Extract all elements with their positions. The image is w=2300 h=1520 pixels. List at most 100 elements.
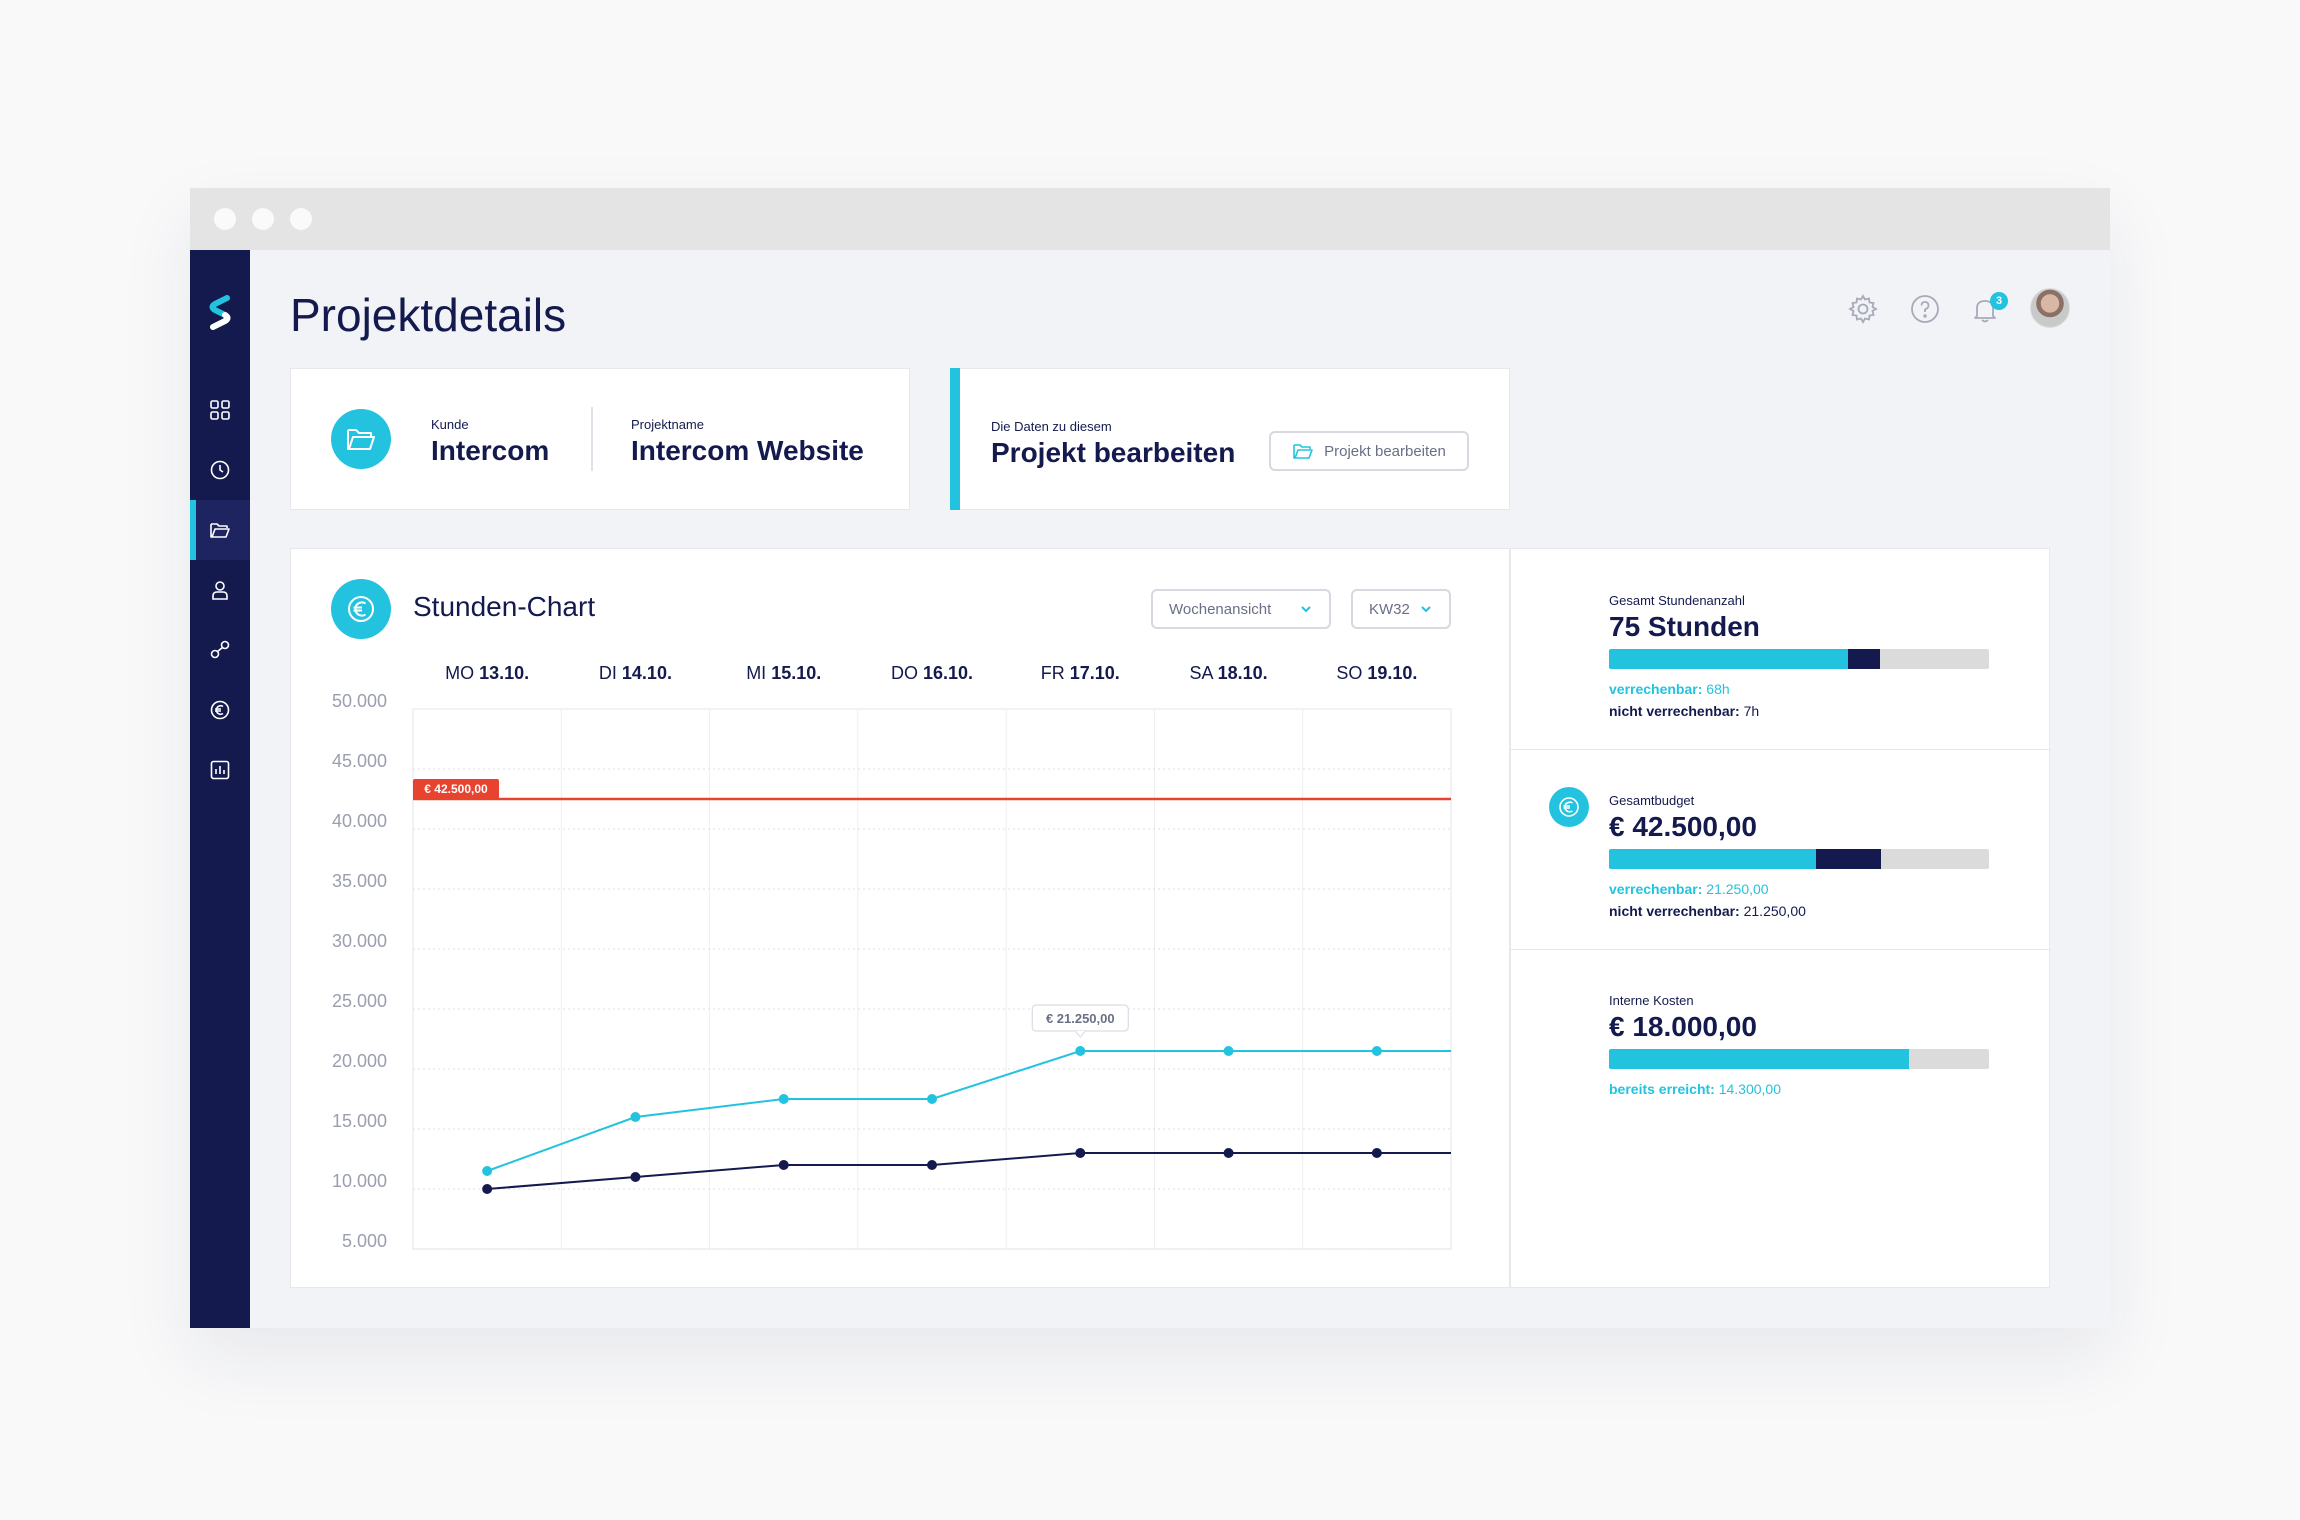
costs-reached-value: 14.300,00 <box>1718 1081 1782 1097</box>
day-date: 17.10. <box>1070 663 1120 683</box>
budget-total-value: € 42.500,00 <box>1609 811 1757 842</box>
folder-open-icon <box>347 429 375 450</box>
y-tick-label: 5.000 <box>342 1231 387 1251</box>
budget-billable-legend: verrechenbar: 21.250,00 <box>1609 881 1769 897</box>
costs-total-label: Interne Kosten <box>1609 993 1694 1008</box>
chevron-down-icon <box>1301 606 1311 613</box>
hours-nonbillable-key: nicht verrechenbar: <box>1609 703 1740 719</box>
view-select-value: Wochenansicht <box>1169 600 1272 618</box>
series-line <box>486 1050 1451 1172</box>
stats-divider <box>1511 749 2051 750</box>
sidebar-item-dashboard[interactable] <box>190 380 250 440</box>
clock-icon <box>210 460 230 480</box>
data-point <box>778 1094 789 1104</box>
budget-billable-value: 21.250,00 <box>1706 881 1769 897</box>
y-tick-label: 30.000 <box>332 931 387 951</box>
day-name: MO <box>445 663 479 683</box>
costs-reached-fill <box>1609 1049 1910 1069</box>
data-point <box>927 1094 937 1104</box>
project-info-card: Kunde Intercom Projektname Intercom Webs… <box>290 368 910 510</box>
y-tick-label: 10.000 <box>332 1171 387 1191</box>
data-point <box>1371 1046 1382 1056</box>
hours-billable-legend: verrechenbar: 68h <box>1609 681 1730 697</box>
client-value: Intercom <box>431 435 550 466</box>
day-name: DI <box>599 663 622 683</box>
day-header-label: DO 16.10. <box>891 663 973 683</box>
costs-total-value: € 18.000,00 <box>1609 1011 1757 1042</box>
budget-progress-bar <box>1609 849 1989 869</box>
euro-icon <box>210 700 230 720</box>
y-tick-label: 15.000 <box>332 1111 387 1131</box>
day-header-label: MI 15.10. <box>746 663 821 683</box>
help-button[interactable] <box>1908 292 1942 326</box>
project-folder-badge <box>331 409 391 469</box>
sidebar-item-finance[interactable] <box>190 680 250 740</box>
window-close-dot[interactable] <box>214 208 236 230</box>
day-header-label: DI 14.10. <box>599 663 672 683</box>
sidebar-item-integrations[interactable] <box>190 620 250 680</box>
day-date: 18.10. <box>1218 663 1268 683</box>
gear-icon <box>1848 294 1878 324</box>
data-point <box>630 1172 641 1182</box>
settings-button[interactable] <box>1846 292 1880 326</box>
euro-icon <box>348 596 374 622</box>
day-header-label: FR 17.10. <box>1041 663 1120 683</box>
data-point <box>482 1166 493 1176</box>
hours-billable-value: 68h <box>1706 681 1730 697</box>
window-maximize-dot[interactable] <box>290 208 312 230</box>
help-icon <box>1911 295 1939 323</box>
folder-open-icon <box>210 523 230 538</box>
vertical-divider <box>591 407 593 471</box>
budget-line-tag <box>413 779 499 799</box>
data-point <box>1075 1046 1086 1056</box>
y-tick-label: 45.000 <box>332 751 387 771</box>
costs-reached-legend: bereits erreicht: 14.300,00 <box>1609 1081 1781 1097</box>
sidebar-item-time[interactable] <box>190 440 250 500</box>
week-select[interactable]: KW32 <box>1351 589 1451 629</box>
hours-nonbillable-legend: nicht verrechenbar: 7h <box>1609 703 1759 719</box>
bar-chart-icon <box>210 760 230 780</box>
y-tick-label: 25.000 <box>332 991 387 1011</box>
notification-badge: 3 <box>1990 292 2008 310</box>
app-logo-icon[interactable] <box>207 294 233 330</box>
plot-frame <box>412 708 1452 1250</box>
edit-project-button[interactable]: Projekt bearbeiten <box>1269 431 1469 471</box>
view-select[interactable]: Wochenansicht <box>1151 589 1331 629</box>
edit-card-title: Projekt bearbeiten <box>991 437 1236 468</box>
window-minimize-dot[interactable] <box>252 208 274 230</box>
euro-icon <box>1559 797 1579 817</box>
data-point <box>630 1112 641 1122</box>
hours-chart-card: Stunden-Chart Wochenansicht KW32 50.000 4… <box>290 548 1510 1288</box>
day-date: 19.10. <box>1367 663 1417 683</box>
hours-total-label: Gesamt Stundenanzahl <box>1609 593 1745 608</box>
edit-project-button-label: Projekt bearbeiten <box>1324 442 1446 460</box>
day-date: 15.10. <box>771 663 821 683</box>
budget-billable-key: verrechenbar: <box>1609 881 1703 897</box>
user-avatar[interactable] <box>2030 288 2070 328</box>
hours-total-value: 75 Stunden <box>1609 611 1760 642</box>
project-name-value: Intercom Website <box>631 435 864 466</box>
hours-billable-fill <box>1609 649 1849 669</box>
day-date: 16.10. <box>923 663 973 683</box>
sidebar-item-users[interactable] <box>190 560 250 620</box>
edit-project-card: Die Daten zu diesem Projekt bearbeiten P… <box>950 368 1510 510</box>
sidebar-item-reports[interactable] <box>190 740 250 800</box>
hours-nonbillable-fill <box>1848 649 1880 669</box>
day-date: 13.10. <box>479 663 529 683</box>
window-titlebar <box>190 188 2110 250</box>
share-network-icon <box>210 640 230 659</box>
data-point <box>927 1160 937 1170</box>
chart-title: Stunden-Chart <box>413 591 596 622</box>
hours-progress-bar <box>1609 649 1989 669</box>
costs-reached-key: bereits erreicht: <box>1609 1081 1715 1097</box>
sidebar-item-projects[interactable] <box>190 500 250 560</box>
budget-nonbillable-fill <box>1816 849 1881 869</box>
edit-card-label: Die Daten zu diesem <box>991 419 1112 434</box>
data-point <box>1371 1148 1382 1158</box>
app-window: Projektdetails 3 Kunde Intercom Projektn… <box>190 188 2110 1328</box>
data-point <box>1223 1046 1234 1056</box>
budget-nonbillable-key: nicht verrechenbar: <box>1609 903 1740 919</box>
budget-billable-fill <box>1609 849 1817 869</box>
hours-nonbillable-value: 7h <box>1743 703 1760 719</box>
day-date: 14.10. <box>622 663 672 683</box>
